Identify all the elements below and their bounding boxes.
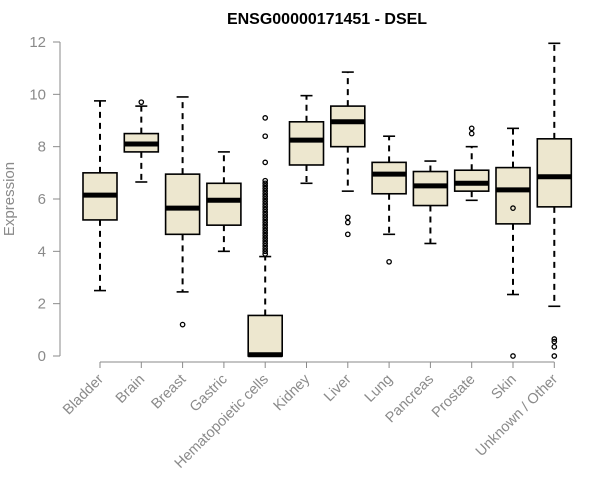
box-group-lung [371, 135, 407, 265]
outlier-point [262, 243, 269, 249]
chart-title: ENSG00000171451 - DSEL [227, 11, 427, 28]
box-group-gastric [206, 151, 242, 253]
outlier-point [551, 343, 558, 350]
outlier-point [262, 196, 269, 202]
outlier-point [262, 224, 269, 231]
x-tick-label: Brain [113, 372, 148, 407]
y-tick-label: 4 [38, 243, 46, 260]
outlier-point [262, 230, 269, 236]
iqr-box [164, 173, 201, 236]
iqr-box [247, 314, 283, 357]
outlier-point [262, 201, 269, 208]
outlier-point [262, 214, 269, 221]
outlier-point [138, 99, 145, 106]
y-tick-label: 6 [38, 191, 46, 208]
x-tick-label: Prostate [429, 372, 478, 421]
outlier-point [510, 205, 516, 212]
y-tick-label: 8 [38, 139, 46, 156]
outlier-point [262, 240, 269, 247]
outlier-point [262, 133, 269, 140]
box-group-prostate [453, 125, 490, 202]
outlier-point [262, 193, 269, 200]
iqr-box [536, 138, 573, 208]
outlier-point [262, 185, 269, 192]
x-tick-label: Skin [489, 372, 520, 403]
outlier-point [262, 217, 269, 223]
box-group-breast [164, 96, 201, 328]
outlier-point [510, 353, 516, 359]
x-tick-label: Breast [148, 372, 189, 413]
outlier-point [262, 222, 269, 229]
outlier-point [551, 353, 558, 359]
outlier-point [262, 248, 269, 255]
outlier-point [551, 338, 558, 345]
iqr-box [206, 182, 242, 226]
box-group-skin [495, 127, 531, 359]
outlier-point [262, 219, 269, 226]
outlier-point [468, 130, 475, 137]
outlier-point [262, 188, 269, 194]
x-tick-label: Kidney [271, 371, 314, 414]
outlier-point [262, 235, 269, 242]
outlier-point [386, 258, 392, 265]
outlier-point [551, 336, 558, 342]
outlier-point [262, 251, 269, 257]
box-group-bladder [82, 100, 118, 292]
outlier-point [262, 115, 269, 121]
y-tick-label: 2 [38, 296, 46, 313]
outlier-point [262, 209, 269, 215]
y-axis-label: Expression [1, 162, 18, 236]
iqr-box [495, 166, 531, 225]
outlier-point [262, 232, 269, 239]
outlier-point [344, 231, 351, 238]
iqr-box [453, 169, 490, 192]
box-group-liver [329, 71, 366, 238]
plot-area [82, 42, 573, 359]
outlier-point [262, 238, 269, 244]
iqr-box [412, 170, 449, 207]
y-tick-label: 0 [38, 348, 46, 365]
outlier-point [262, 180, 269, 187]
box-group-brain [123, 99, 160, 183]
outlier-point [468, 125, 475, 132]
outlier-point [262, 177, 269, 184]
iqr-box [371, 161, 407, 195]
box-group-kidney [288, 94, 325, 185]
x-tick-label: Liver [321, 371, 355, 405]
outlier-point [262, 190, 269, 197]
outlier-point [262, 198, 269, 205]
box-group-hematopoietic-cells [247, 115, 283, 358]
outlier-point [262, 206, 269, 213]
box-group-unknown-other [536, 42, 573, 359]
outlier-point [262, 227, 269, 234]
iqr-box [288, 121, 325, 166]
outlier-point [262, 159, 269, 166]
x-tick-label: Bladder [60, 371, 107, 418]
outlier-point [262, 245, 269, 252]
outlier-point [344, 219, 351, 226]
outlier-point [344, 214, 351, 221]
box-group-pancreas [412, 160, 449, 245]
y-tick-label: 12 [29, 34, 46, 51]
y-tick-label: 10 [29, 86, 46, 103]
x-tick-label: Lung [362, 372, 396, 406]
outlier-point [179, 321, 186, 328]
iqr-box [329, 105, 366, 148]
outlier-point [262, 211, 269, 218]
outlier-point [262, 204, 269, 210]
outlier-point [262, 183, 269, 189]
